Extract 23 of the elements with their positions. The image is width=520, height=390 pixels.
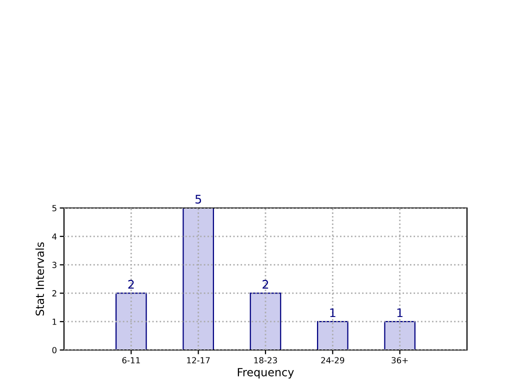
data-label: 5	[195, 194, 202, 204]
y-tick-label: 1	[52, 318, 56, 325]
x-tick-label: 12-17	[187, 357, 210, 364]
x-tick-label: 36+	[392, 357, 408, 364]
y-axis-title: Stat Intervals	[35, 242, 44, 316]
data-label: 1	[330, 308, 336, 318]
x-tick-label: 24-29	[321, 357, 344, 364]
x-tick-label: 18-23	[254, 357, 277, 364]
bar	[250, 292, 282, 350]
y-tick-label: 3	[52, 262, 56, 268]
y-tick-label: 4	[52, 233, 57, 240]
y-tick-label: 5	[52, 205, 56, 212]
bar	[116, 292, 147, 350]
data-label: 2	[262, 280, 268, 289]
y-tick-label: 2	[52, 290, 56, 296]
x-tick-label: 6-11	[122, 357, 140, 364]
y-tick-label: 0	[52, 346, 56, 354]
bar	[182, 208, 214, 350]
bar	[384, 321, 416, 350]
data-label: 2	[128, 280, 134, 289]
bar	[317, 321, 348, 350]
data-label: 1	[397, 308, 402, 318]
x-axis-title: Frequency	[238, 368, 294, 379]
